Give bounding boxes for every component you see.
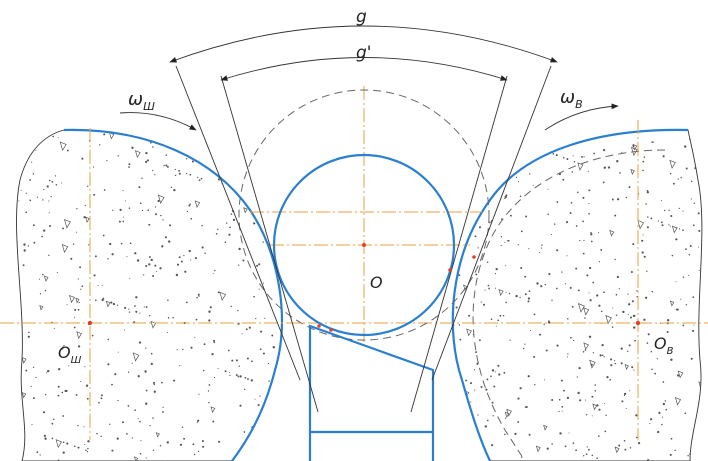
right-wheel-dashed-contour — [472, 149, 666, 461]
left-wheel-body — [16, 129, 283, 461]
dimension-g: g — [169, 7, 558, 63]
right-wheel-body — [452, 129, 703, 461]
dashed-circle — [238, 89, 490, 341]
workpiece-center-marker — [362, 243, 366, 247]
workpiece-circle — [272, 153, 456, 337]
rotation-arrow-right-icon — [544, 103, 619, 131]
dimension-g-prime-arc — [220, 57, 508, 81]
center-label: O — [370, 273, 383, 292]
left-wheel — [16, 128, 283, 461]
tangent-lines — [175, 65, 552, 413]
right-center-label: OВ — [654, 334, 674, 357]
work-rest-blade — [308, 324, 435, 461]
support-contact-marker-1 — [317, 324, 321, 328]
center-lines — [0, 86, 708, 440]
rotation-arrow-left-icon — [119, 112, 197, 131]
dimension-g-label: g — [356, 7, 367, 27]
omega-right-label: ωВ — [560, 87, 583, 111]
right-wheel-contour — [451, 128, 689, 461]
omega-left-label: ωШ — [128, 89, 155, 113]
left-center-label: OШ — [58, 343, 82, 366]
dimension-g-prime: g' — [220, 43, 508, 81]
right-center-marker — [635, 320, 641, 326]
right-contact-marker — [472, 255, 476, 259]
left-wheel-contour — [63, 128, 283, 461]
dimension-g-prime-label: g' — [356, 43, 371, 63]
contact-markers — [87, 243, 641, 332]
dimension-g-arc — [169, 25, 558, 63]
support-contact-marker-2 — [329, 328, 333, 332]
right-wheel — [451, 128, 703, 461]
right-contact-marker-2 — [448, 268, 452, 272]
left-center-marker — [87, 320, 93, 326]
